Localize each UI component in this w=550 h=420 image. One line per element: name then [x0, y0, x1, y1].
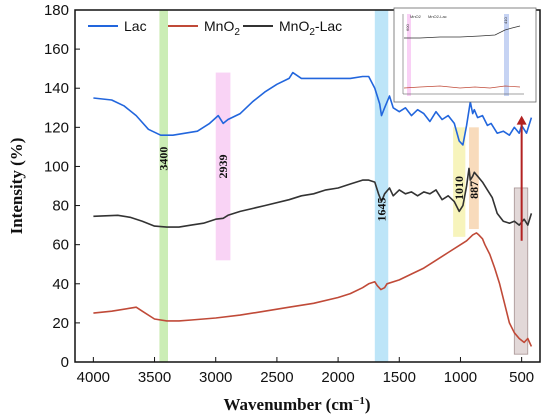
band-label-1645: 1645 [375, 197, 389, 221]
x-tick-label-2000: 2000 [321, 369, 354, 386]
y-tick-label-40: 40 [52, 276, 69, 293]
y-tick-label-60: 60 [52, 237, 69, 254]
series-line-2 [93, 167, 533, 228]
legend-label-mno2-main: MnO [204, 18, 234, 34]
inset-label-600: 600 [405, 24, 410, 31]
y-tick-label-0: 0 [61, 354, 69, 371]
x-axis-title-end: ) [365, 395, 371, 414]
y-tick-label-100: 100 [44, 158, 69, 175]
arrow-head [516, 115, 527, 125]
inset-legend-a: MnO2 [410, 14, 422, 19]
x-tick-label-2500: 2500 [260, 369, 293, 386]
legend-label-mno2-lac: MnO2-Lac [279, 18, 342, 38]
x-tick-label-3000: 3000 [199, 369, 232, 386]
x-tick-label-500: 500 [509, 369, 534, 386]
band-887 [469, 127, 479, 230]
band-label-2939: 2939 [216, 154, 230, 178]
inset-legend-b: MnO2-Lac [428, 14, 447, 19]
legend-label-lac: Lac [124, 18, 147, 34]
legend-label-mno2-lac-main: MnO [279, 18, 309, 34]
axis-ticks: 4000 3500 3000 2500 2000 1500 1000 500 0 20 40 60 80… [44, 2, 534, 386]
legend: Lac MnO2 MnO2-Lac [88, 18, 342, 38]
arrow-annotation [516, 115, 527, 241]
x-tick-label-1500: 1500 [383, 369, 416, 386]
inset-line-mno2-lac [404, 25, 521, 39]
band-label-887: 887 [467, 181, 481, 199]
legend-label-mno2-lac-sub: 2 [309, 27, 315, 38]
x-tick-label-3500: 3500 [138, 369, 171, 386]
inset-chart: MnO2 MnO2-Lac 600 410 [393, 7, 537, 103]
legend-label-mno2-lac-end: -Lac [315, 18, 342, 34]
x-axis-title-sup: −1 [353, 395, 365, 407]
plot-frame [74, 9, 541, 363]
series-line-0 [93, 71, 533, 146]
y-tick-label-120: 120 [44, 119, 69, 136]
legend-label-mno2-sub: 2 [234, 27, 240, 38]
band-label-1010: 1010 [452, 176, 466, 200]
x-axis-title-main: Wavenumber (cm [224, 395, 354, 414]
y-tick-label-80: 80 [52, 198, 69, 215]
band-label-3400: 3400 [157, 147, 171, 171]
inset-band-blue [504, 14, 509, 96]
band-1010 [453, 127, 466, 237]
inset-band-pink [407, 14, 411, 96]
y-tick-label-160: 160 [44, 41, 69, 58]
inset-line-mno2 [403, 85, 521, 89]
band-labels: 3400 2939 1645 1010 887 [157, 147, 481, 222]
x-axis-title: Wavenumber (cm−1) [224, 395, 371, 414]
series-lines [93, 71, 533, 347]
x-tick-label-1000: 1000 [444, 369, 477, 386]
x-tick-label-4000: 4000 [77, 369, 110, 386]
y-tick-label-180: 180 [44, 2, 69, 19]
y-axis-title: Intensity (%) [7, 138, 26, 235]
band-3400 [159, 10, 168, 362]
y-tick-label-20: 20 [52, 315, 69, 332]
inset-label-410: 410 [503, 17, 508, 24]
y-tick-label-140: 140 [44, 80, 69, 97]
series-line-1 [93, 232, 533, 347]
legend-label-mno2: MnO2 [204, 18, 240, 38]
